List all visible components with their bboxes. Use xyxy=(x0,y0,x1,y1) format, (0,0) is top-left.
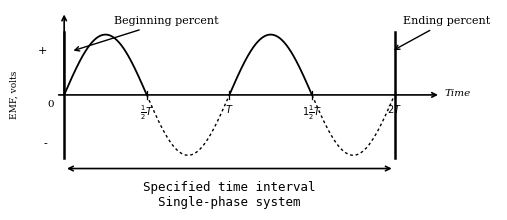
Text: $1\frac{1}{2}T$: $1\frac{1}{2}T$ xyxy=(302,103,322,122)
Text: Time: Time xyxy=(444,89,470,98)
Text: +: + xyxy=(38,46,48,57)
Text: $2T$: $2T$ xyxy=(387,103,402,115)
Text: EMF, volts: EMF, volts xyxy=(10,71,19,119)
Text: $T$: $T$ xyxy=(225,103,234,115)
Text: Specified time interval: Specified time interval xyxy=(143,181,316,194)
Text: $\frac{1}{2}T$: $\frac{1}{2}T$ xyxy=(140,103,154,122)
Text: Beginning percent: Beginning percent xyxy=(75,16,219,51)
Text: -: - xyxy=(44,139,48,149)
Text: Single-phase system: Single-phase system xyxy=(158,196,301,209)
Text: Ending percent: Ending percent xyxy=(395,16,490,50)
Text: 0: 0 xyxy=(48,100,54,109)
